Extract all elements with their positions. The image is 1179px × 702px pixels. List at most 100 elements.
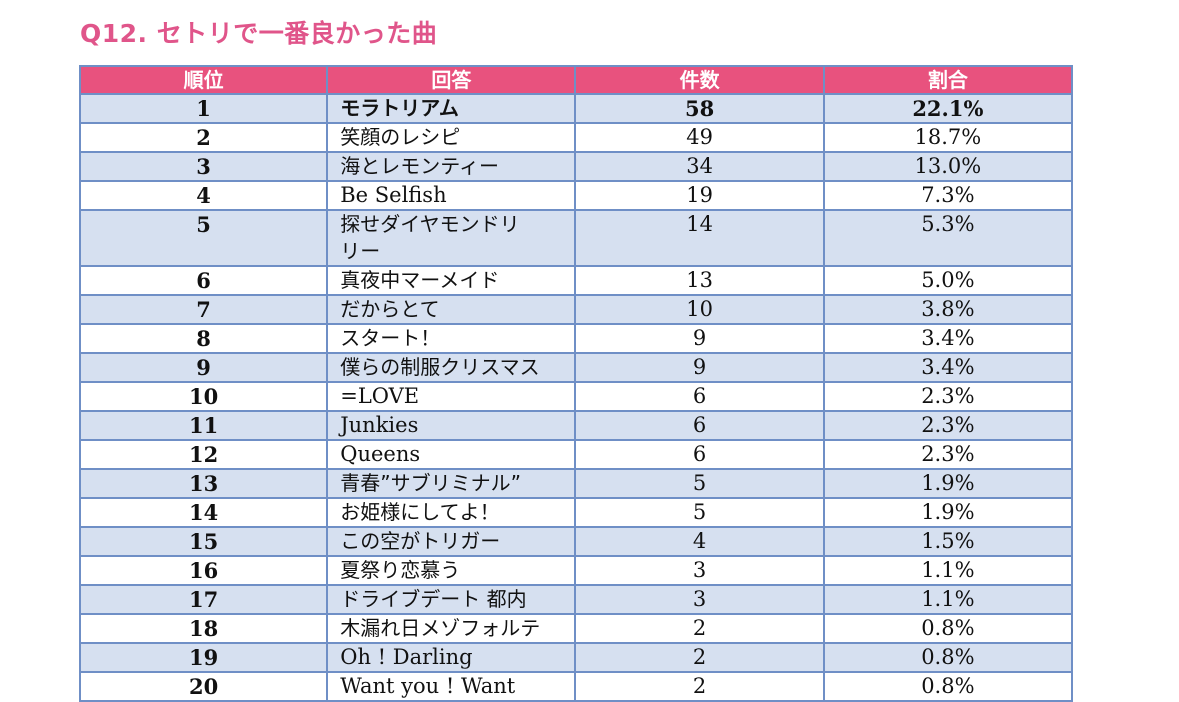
table-row: 5 探せダイヤモンドリ リー 14 5.3% [78,209,1074,267]
rank-cell: 1 [78,93,329,124]
count-cell: 2 [574,671,825,702]
count-cell: 5 [574,497,825,528]
count-cell: 6 [574,439,825,470]
song-line: リー [340,239,381,263]
rank-cell: 6 [78,265,329,296]
table-row: 7 だからとて 10 3.8% [78,294,1074,325]
rank-cell: 17 [78,584,329,615]
percent-cell: 3.4% [822,323,1074,354]
rank-cell: 20 [78,671,329,702]
table-row: 10 =LOVE 6 2.3% [78,381,1074,412]
percent-cell: 22.1% [822,93,1074,124]
header-count: 件数 [574,65,825,95]
rank-cell: 16 [78,555,329,586]
table-row: 4 Be Selfish 19 7.3% [78,180,1074,211]
song-cell: Be Selfish [326,180,577,211]
rank-cell: 11 [78,410,329,441]
percent-cell: 5.3% [822,209,1074,267]
header-row: 順位 回答 件数 割合 [78,65,1074,95]
rank-cell: 8 [78,323,329,354]
song-cell: Oh ! Darling [326,642,577,673]
header-answer: 回答 [326,65,577,95]
song-line: 探せダイヤモンドリ [340,212,520,236]
count-cell: 2 [574,613,825,644]
count-cell: 6 [574,410,825,441]
song-cell: Queens [326,439,577,470]
rank-cell: 12 [78,439,329,470]
table-row: 18 木漏れ日メゾフォルテ 2 0.8% [78,613,1074,644]
song-cell: 海とレモンティー [326,151,577,182]
percent-cell: 2.3% [822,410,1074,441]
rank-cell: 5 [78,209,329,267]
rank-cell: 10 [78,381,329,412]
rank-cell: 18 [78,613,329,644]
percent-cell: 1.1% [822,584,1074,615]
rank-cell: 15 [78,526,329,557]
song-cell: 夏祭り恋慕う [326,555,577,586]
song-cell: だからとて [326,294,577,325]
song-cell: 木漏れ日メゾフォルテ [326,613,577,644]
count-cell: 9 [574,352,825,383]
count-cell: 5 [574,468,825,499]
rank-cell: 2 [78,122,329,153]
percent-cell: 0.8% [822,671,1074,702]
table-row: 16 夏祭り恋慕う 3 1.1% [78,555,1074,586]
table-row: 1 モラトリアム 58 22.1% [78,93,1074,124]
percent-cell: 0.8% [822,613,1074,644]
song-cell: 笑顔のレシピ [326,122,577,153]
percent-cell: 1.5% [822,526,1074,557]
count-cell: 3 [574,584,825,615]
rank-cell: 9 [78,352,329,383]
percent-cell: 1.1% [822,555,1074,586]
page-title: Q12. セトリで一番良かった曲 [80,19,438,48]
percent-cell: 3.8% [822,294,1074,325]
count-cell: 58 [574,93,825,124]
percent-cell: 7.3% [822,180,1074,211]
table-row: 20 Want you ! Want 2 0.8% [78,671,1074,702]
song-cell: 青春”サブリミナル” [326,468,577,499]
count-cell: 4 [574,526,825,557]
percent-cell: 18.7% [822,122,1074,153]
rank-cell: 19 [78,642,329,673]
count-cell: 14 [574,209,825,267]
table-row: 6 真夜中マーメイド 13 5.0% [78,265,1074,296]
rank-cell: 7 [78,294,329,325]
header-ratio: 割合 [822,65,1074,95]
table-row: 8 スタート！ 9 3.4% [78,323,1074,354]
percent-cell: 1.9% [822,468,1074,499]
table-row: 3 海とレモンティー 34 13.0% [78,151,1074,182]
song-cell: ドライブデート 都内 [326,584,577,615]
song-cell: 探せダイヤモンドリ リー [326,209,577,267]
percent-cell: 5.0% [822,265,1074,296]
count-cell: 2 [574,642,825,673]
count-cell: 13 [574,265,825,296]
table-row: 19 Oh ! Darling 2 0.8% [78,642,1074,673]
percent-cell: 2.3% [822,381,1074,412]
percent-cell: 1.9% [822,497,1074,528]
song-cell: =LOVE [326,381,577,412]
song-cell: モラトリアム [326,93,577,124]
count-cell: 10 [574,294,825,325]
percent-cell: 2.3% [822,439,1074,470]
results-table: 順位 回答 件数 割合 1 モラトリアム 58 22.1% 2 笑顔のレシピ 4… [78,65,1074,702]
song-cell: お姫様にしてよ！ [326,497,577,528]
table-row: 12 Queens 6 2.3% [78,439,1074,470]
rank-cell: 14 [78,497,329,528]
count-cell: 19 [574,180,825,211]
count-cell: 6 [574,381,825,412]
song-cell: スタート！ [326,323,577,354]
header-rank: 順位 [78,65,329,95]
table-row: 17 ドライブデート 都内 3 1.1% [78,584,1074,615]
table-row: 2 笑顔のレシピ 49 18.7% [78,122,1074,153]
count-cell: 49 [574,122,825,153]
percent-cell: 13.0% [822,151,1074,182]
song-cell: 真夜中マーメイド [326,265,577,296]
count-cell: 34 [574,151,825,182]
song-cell: Want you ! Want [326,671,577,702]
table-row: 13 青春”サブリミナル” 5 1.9% [78,468,1074,499]
table-row: 9 僕らの制服クリスマス 9 3.4% [78,352,1074,383]
rank-cell: 13 [78,468,329,499]
count-cell: 9 [574,323,825,354]
table-row: 14 お姫様にしてよ！ 5 1.9% [78,497,1074,528]
count-cell: 3 [574,555,825,586]
